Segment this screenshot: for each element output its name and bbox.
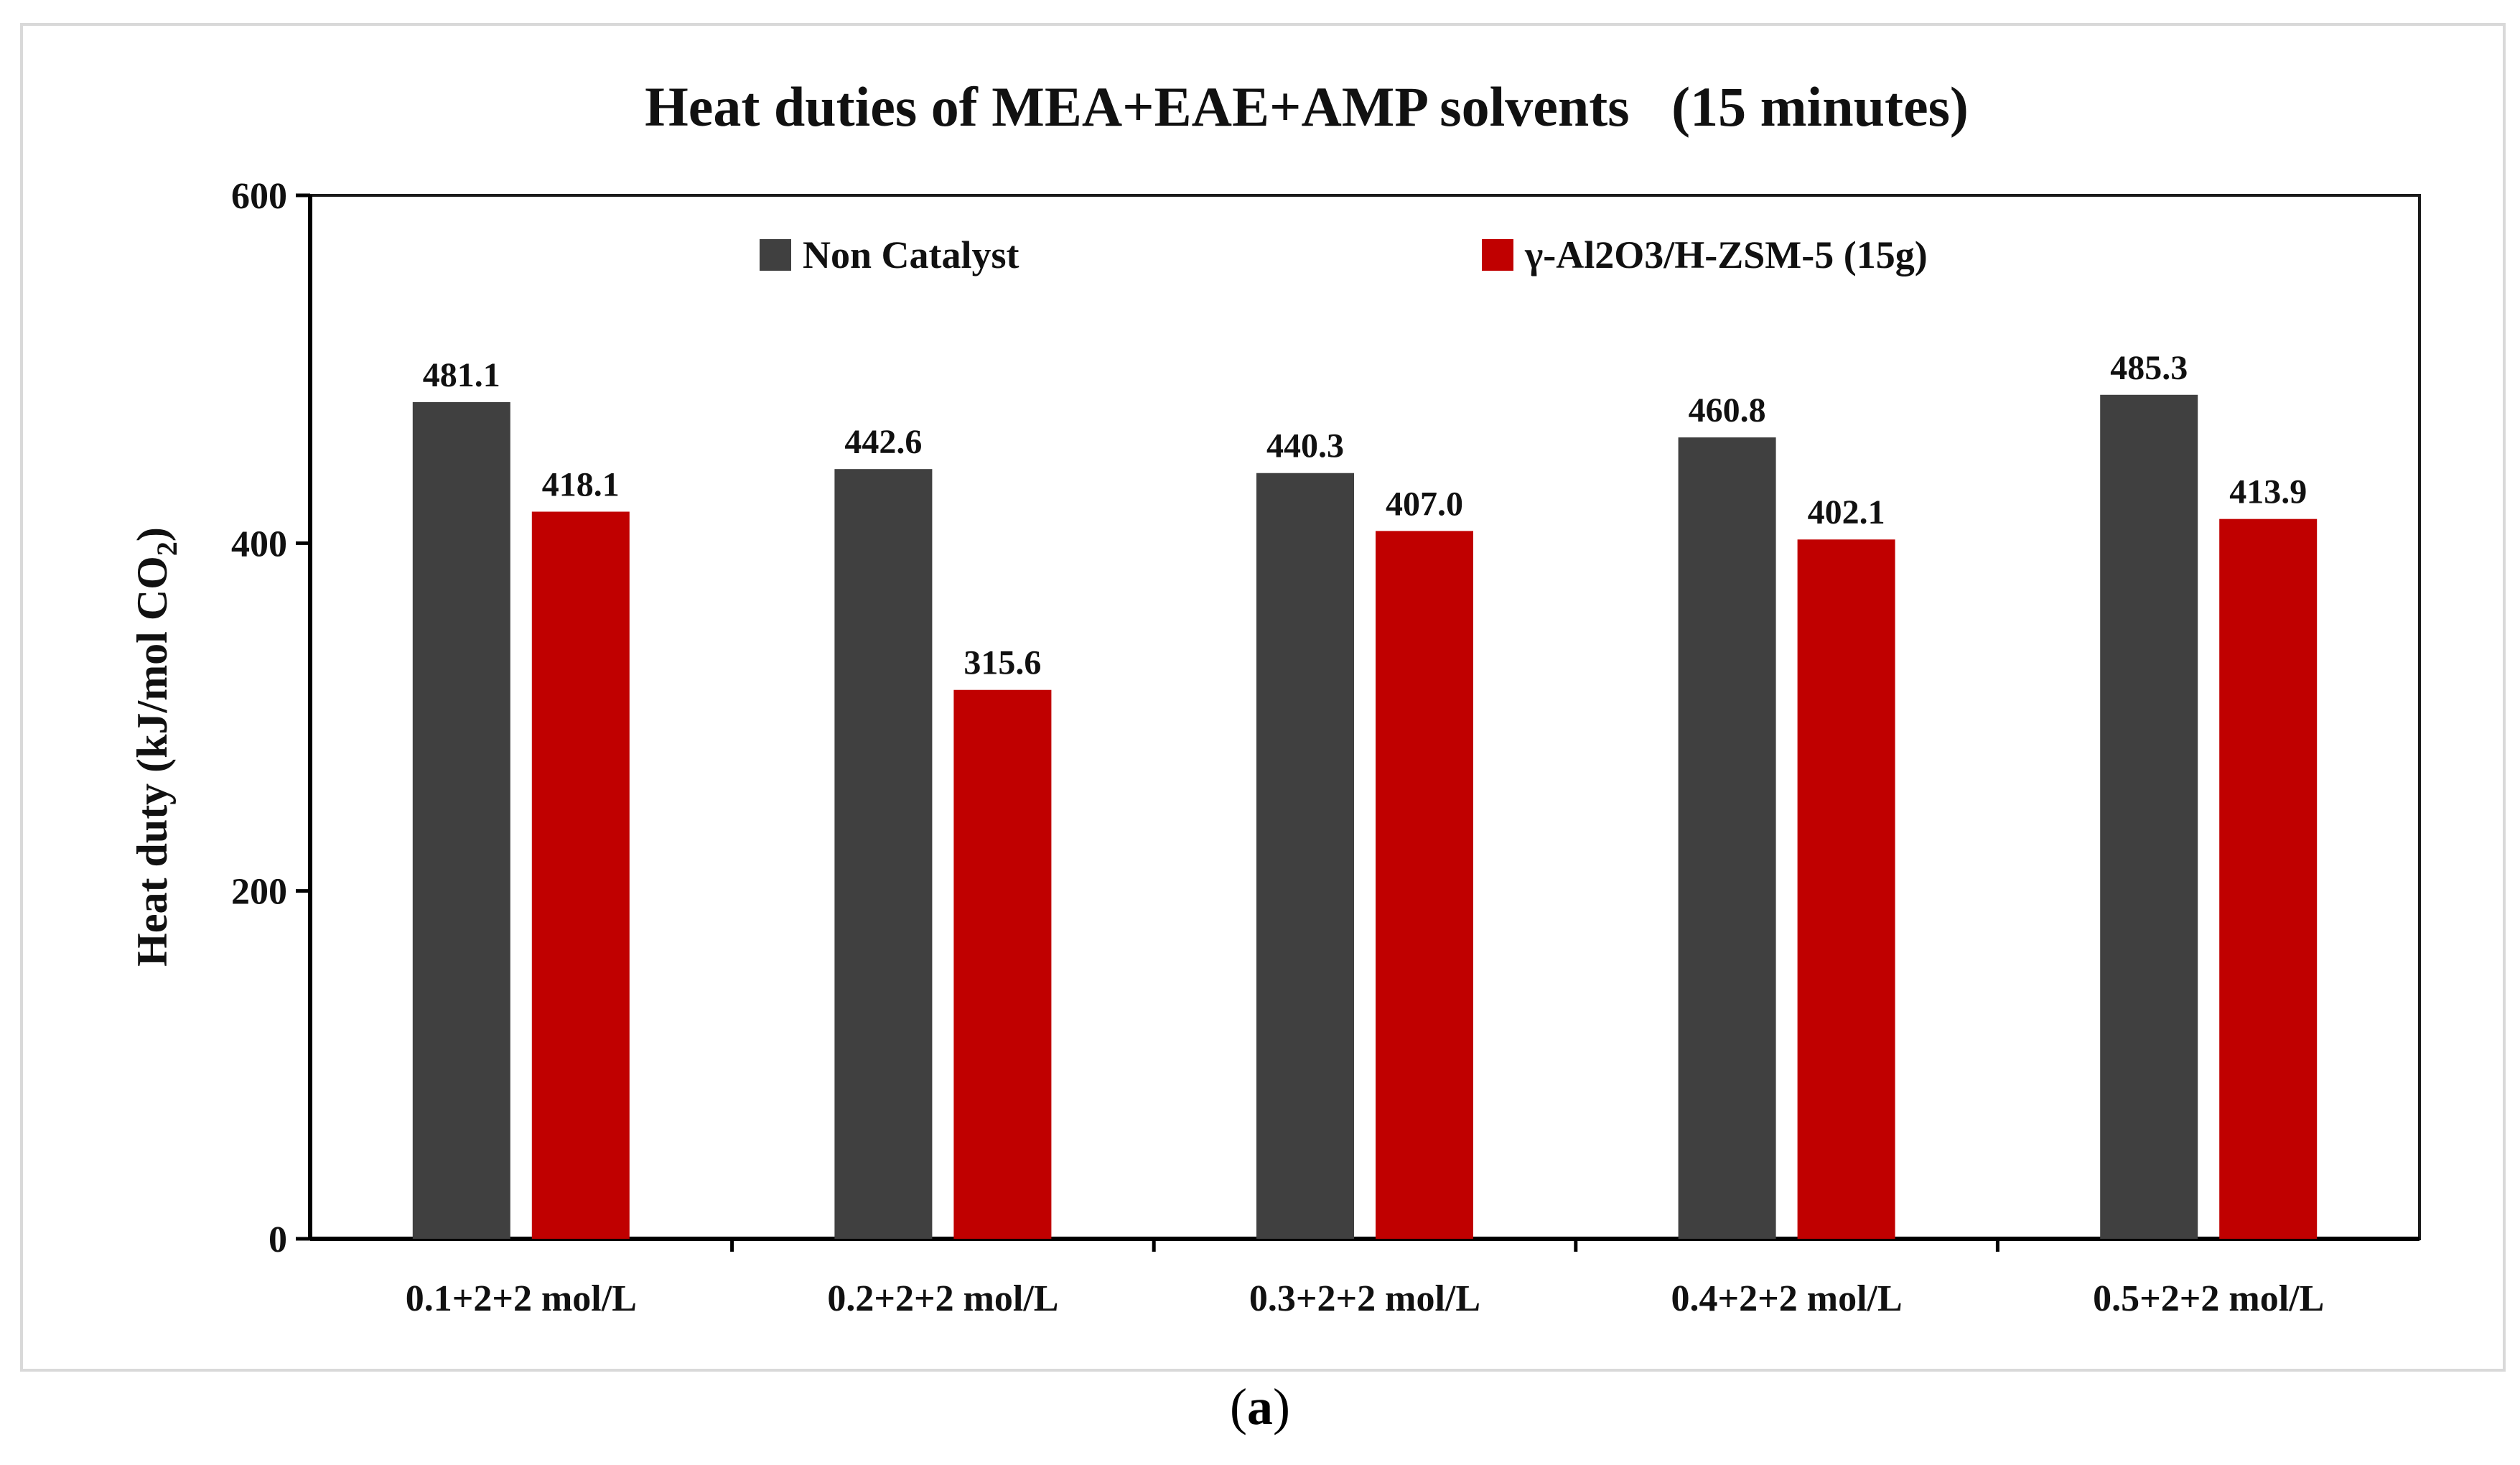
y-axis-label-subscript: 2	[151, 541, 183, 556]
data-label: 315.6	[963, 644, 1041, 682]
data-label: 418.1	[542, 466, 620, 504]
legend-swatch	[760, 239, 791, 271]
caption-letter: a	[1247, 1378, 1273, 1436]
y-tick-label: 200	[231, 872, 287, 913]
x-tick-label: 0.4+2+2 mol/L	[1671, 1278, 1903, 1319]
bar-chart: Heat duties of MEA+EAE+AMP solvents (15 …	[129, 75, 2421, 1319]
y-axis-label: Heat duty (kJ/mol CO2)	[129, 527, 183, 967]
data-label: 407.0	[1386, 485, 1463, 523]
data-label: 402.1	[1808, 493, 1885, 531]
bar-catalyst	[953, 689, 1052, 1239]
bar-non-catalyst	[834, 469, 933, 1239]
bar-non-catalyst	[2100, 394, 2198, 1239]
bar-non-catalyst	[1256, 473, 1354, 1239]
y-tick-label: 400	[231, 524, 287, 564]
legend-label: γ-Al2O3/H-ZSM-5 (15g)	[1524, 233, 1928, 276]
figure-frame	[20, 23, 2506, 1372]
bar-catalyst	[1376, 531, 1473, 1239]
data-label: 413.9	[2229, 473, 2307, 511]
data-label: 481.1	[423, 356, 500, 394]
caption-open: (	[1230, 1378, 1247, 1436]
bar-non-catalyst	[412, 401, 510, 1239]
legend-label: Non Catalyst	[803, 233, 1019, 276]
bar-catalyst	[2219, 518, 2318, 1239]
y-axis-label-end: )	[129, 527, 176, 541]
legend-swatch	[1482, 239, 1513, 271]
y-axis-label-main: Heat duty (kJ/mol CO	[129, 556, 176, 967]
bar-catalyst	[1797, 539, 1895, 1239]
x-tick-label: 0.2+2+2 mol/L	[827, 1278, 1058, 1319]
y-tick-label: 600	[231, 176, 287, 217]
data-label: 485.3	[2110, 349, 2188, 387]
chart-title: Heat duties of MEA+EAE+AMP solvents (15 …	[645, 75, 1969, 138]
y-tick-label: 0	[269, 1219, 287, 1260]
data-label: 442.6	[844, 423, 922, 461]
x-tick-label: 0.3+2+2 mol/L	[1249, 1278, 1480, 1319]
figure-caption: (a)	[0, 1377, 2520, 1437]
x-tick-label: 0.1+2+2 mol/L	[406, 1278, 637, 1319]
bar-catalyst	[531, 511, 630, 1239]
data-label: 460.8	[1689, 391, 1766, 429]
caption-close: )	[1273, 1378, 1290, 1436]
plot-area: 0 200 400 600 0.1+2+2 mol/L 481.1 418.1 0.2+2+2…	[231, 176, 2421, 1319]
x-tick-label: 0.5+2+2 mol/L	[2093, 1278, 2324, 1319]
bar-non-catalyst	[1678, 437, 1776, 1240]
data-label: 440.3	[1266, 427, 1344, 465]
